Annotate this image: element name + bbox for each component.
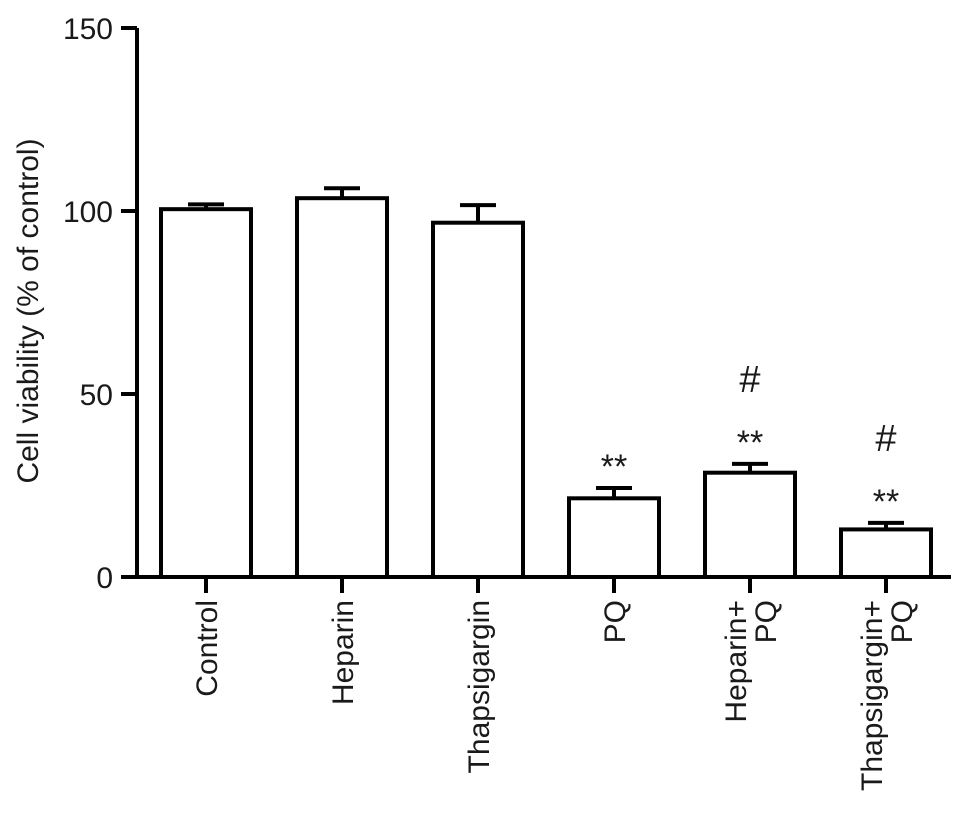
y-tick-label: 100 (63, 196, 113, 229)
y-tick-label: 50 (80, 379, 113, 412)
x-tick-label: PQ (886, 600, 919, 643)
significance-hash: # (875, 418, 896, 460)
bar (703, 470, 797, 579)
bar (159, 207, 253, 579)
x-tick-label: PQ (750, 600, 783, 643)
y-axis-label: Cell viability (% of control) (12, 138, 45, 483)
bar (567, 496, 661, 579)
bar (839, 527, 933, 579)
y-tick-label: 150 (63, 13, 113, 46)
x-tick-label: PQ (599, 600, 632, 643)
x-tick-label: Control (191, 600, 224, 697)
significance-stars: ** (873, 483, 899, 521)
bar (295, 196, 389, 579)
x-tick-label: Heparin (327, 600, 360, 705)
significance-stars: ** (737, 424, 763, 462)
x-tick-label: Heparin+ (720, 600, 753, 723)
bar (431, 220, 525, 579)
x-tick-label: Thapsigargin+ (856, 600, 889, 791)
y-tick-label: 0 (96, 562, 113, 595)
significance-hash: # (739, 359, 760, 401)
significance-stars: ** (601, 448, 627, 486)
x-tick-label: Thapsigargin (463, 600, 496, 773)
